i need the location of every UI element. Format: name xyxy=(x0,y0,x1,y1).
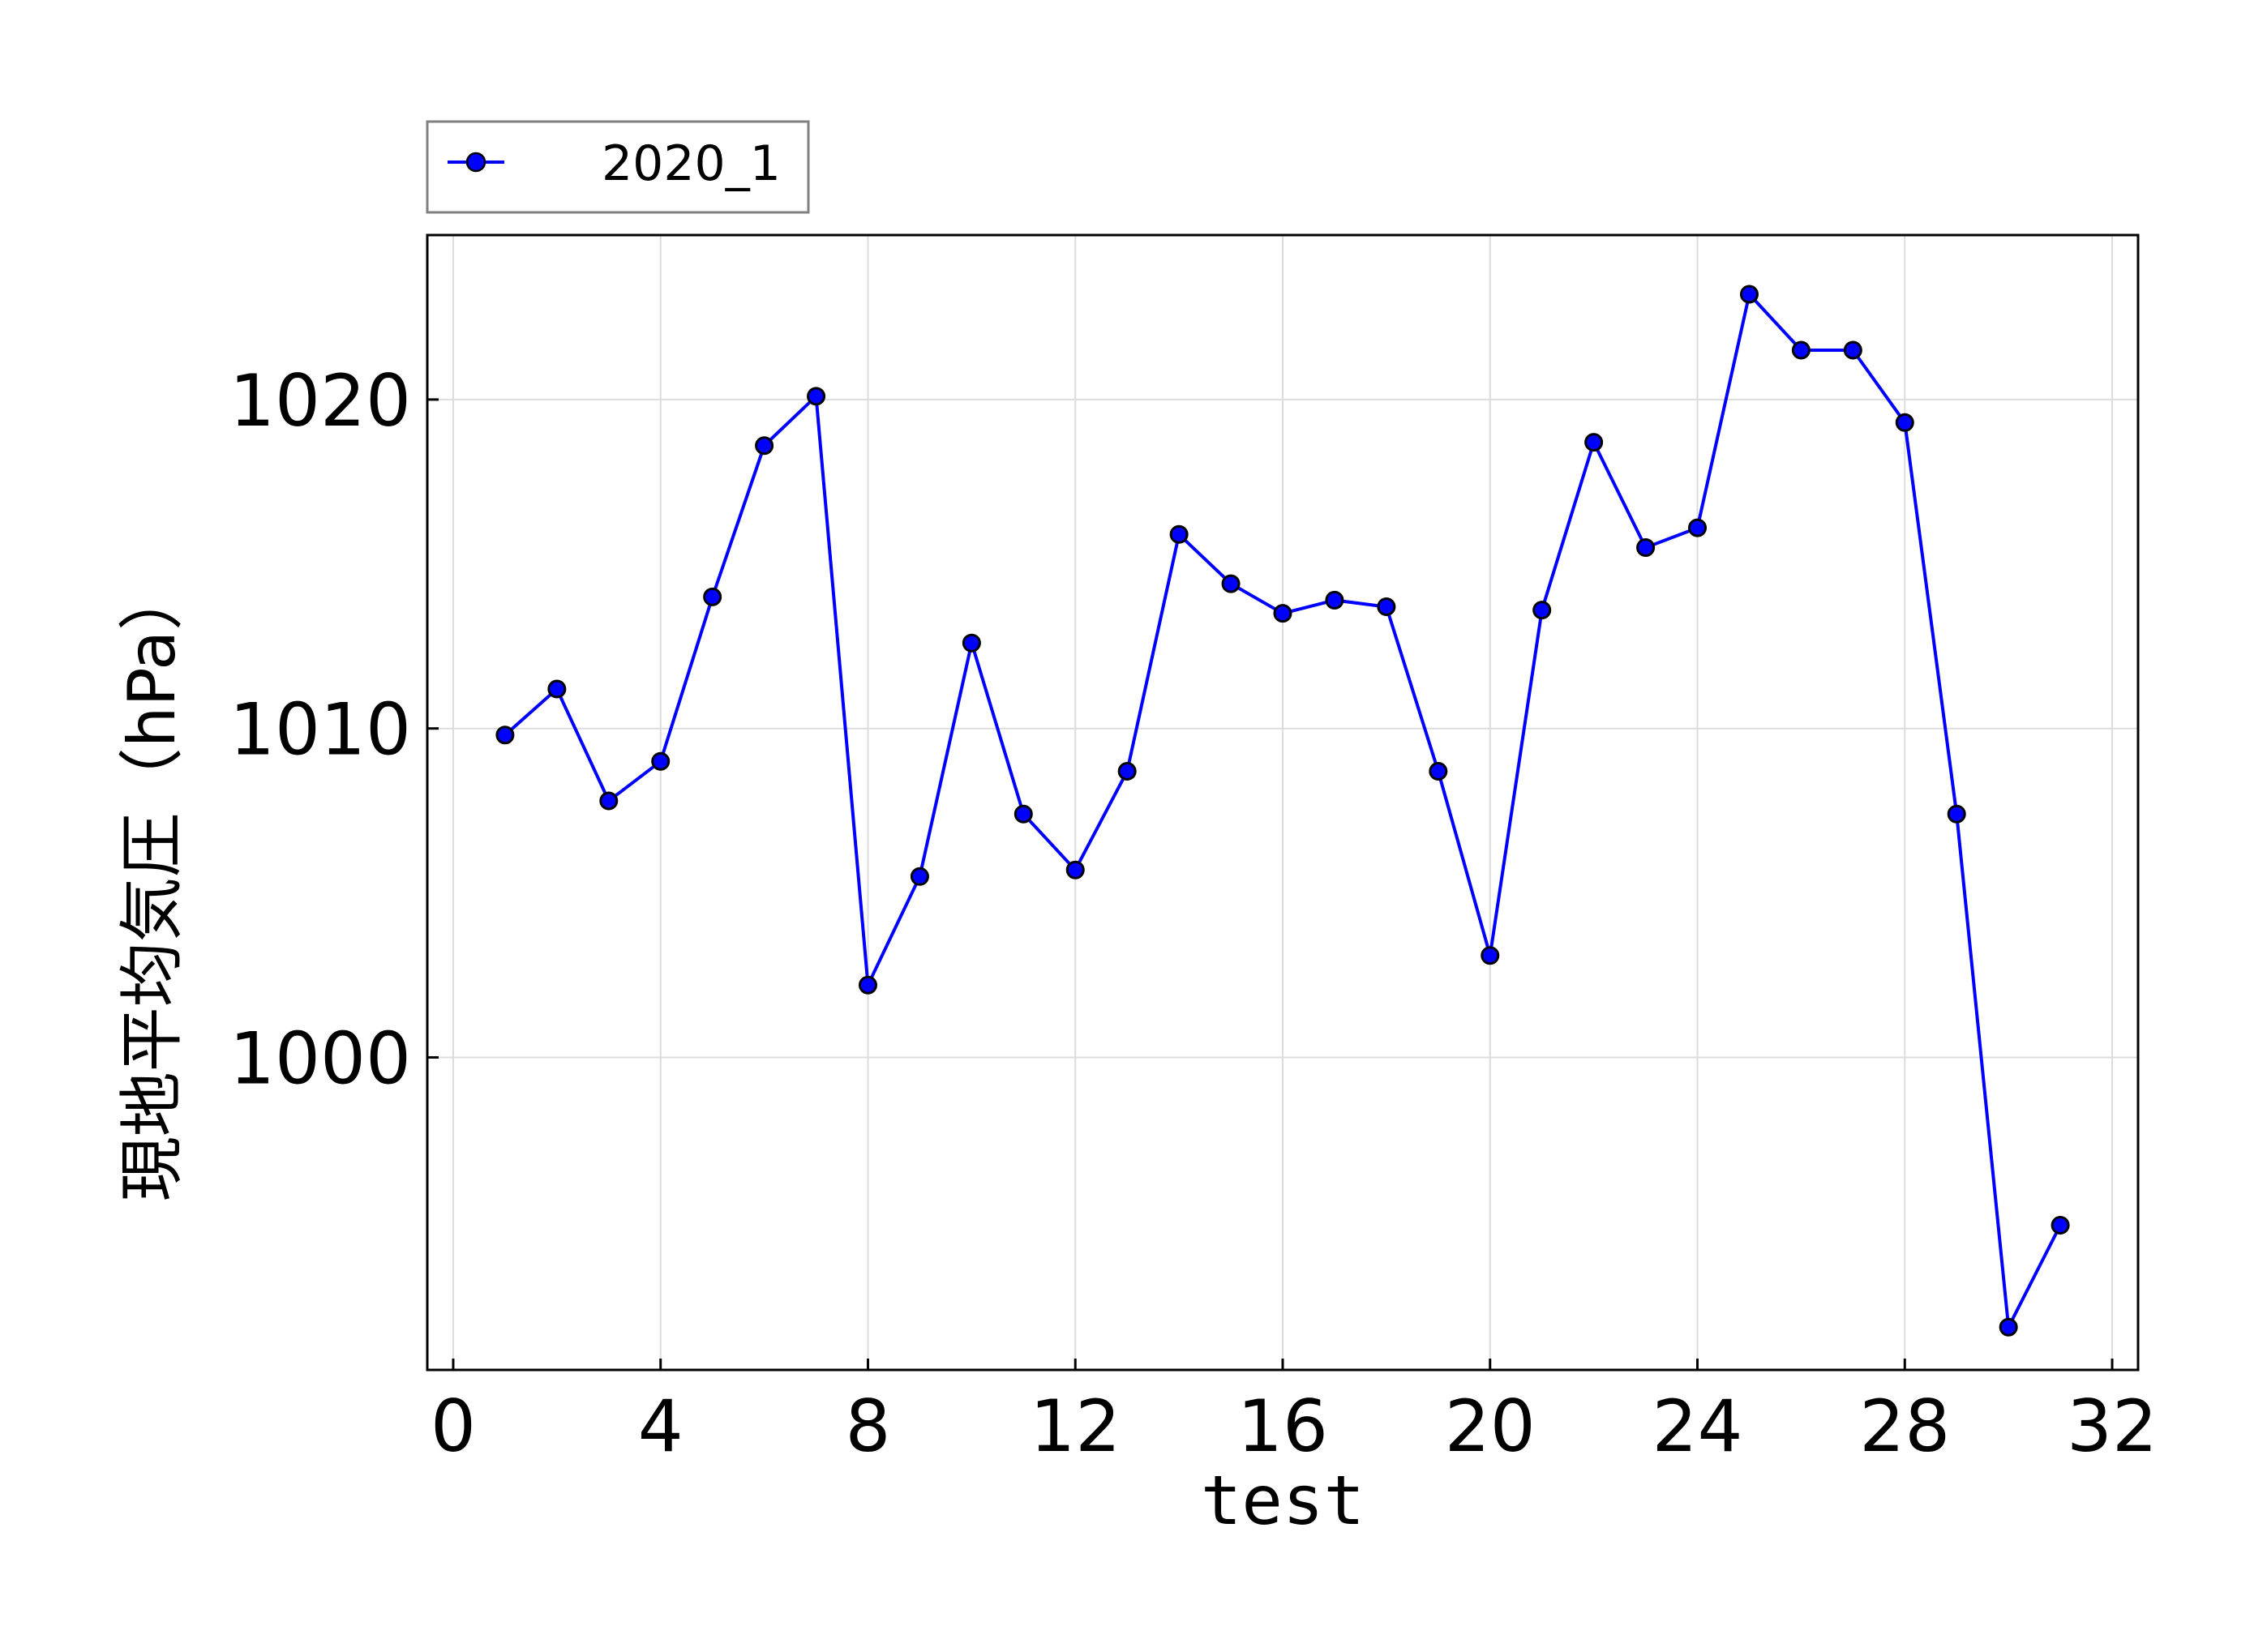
data-point xyxy=(1843,340,1862,360)
x-tick-label: 28 xyxy=(1859,1385,1950,1468)
data-point xyxy=(1169,524,1189,544)
y-tick-label: 1020 xyxy=(229,359,411,443)
data-point xyxy=(1429,761,1448,781)
x-tick-label: 0 xyxy=(431,1385,476,1468)
x-tick-label: 4 xyxy=(638,1385,684,1468)
x-axis-label: test xyxy=(1201,1461,1365,1540)
data-point xyxy=(1947,804,1966,824)
data-point xyxy=(1688,518,1708,537)
y-tick-label: 1000 xyxy=(229,1016,411,1100)
data-point xyxy=(910,867,929,886)
data-point xyxy=(1584,433,1604,452)
x-tick-label: 20 xyxy=(1445,1385,1536,1468)
legend-box xyxy=(426,120,810,214)
ticks: 0 4 8 12 16 20 24 28 32 1000 1010 1020 xyxy=(229,359,2158,1468)
x-tick-label: 8 xyxy=(845,1385,890,1468)
data-point xyxy=(1273,604,1292,623)
legend-marker-sample xyxy=(465,152,486,173)
data-point xyxy=(495,725,515,745)
data-point xyxy=(1895,413,1914,432)
data-point xyxy=(547,679,567,699)
data-point xyxy=(1481,946,1500,965)
x-tick-label: 24 xyxy=(1652,1385,1743,1468)
x-tick-label: 16 xyxy=(1237,1385,1328,1468)
data-point xyxy=(2051,1215,2070,1235)
data-point xyxy=(962,633,981,653)
data-point xyxy=(1377,597,1396,617)
data-point xyxy=(1532,601,1552,620)
data-point xyxy=(651,751,671,771)
data-point xyxy=(1014,804,1033,824)
data-point xyxy=(807,387,826,406)
data-point xyxy=(1636,538,1656,558)
series-layer xyxy=(495,285,2070,1337)
data-point xyxy=(755,436,774,456)
data-point xyxy=(1791,340,1811,360)
legend: 2020_1 xyxy=(426,120,810,214)
data-point xyxy=(1739,285,1759,304)
data-point xyxy=(858,975,877,995)
data-point xyxy=(1117,761,1137,781)
y-tick-label: 1010 xyxy=(229,688,411,772)
data-point xyxy=(1065,860,1085,879)
data-point xyxy=(1999,1317,2018,1337)
legend-entry-2020-1: 2020_1 xyxy=(602,135,781,192)
grid xyxy=(427,235,2138,1370)
x-tick-label: 32 xyxy=(2067,1385,2158,1468)
x-tick-label: 12 xyxy=(1030,1385,1121,1468)
data-point xyxy=(599,791,619,811)
y-axis-label: 現地平均気圧（hPa） xyxy=(114,566,190,1201)
data-point xyxy=(1221,574,1241,593)
data-point xyxy=(703,587,722,606)
data-point xyxy=(1325,590,1344,610)
